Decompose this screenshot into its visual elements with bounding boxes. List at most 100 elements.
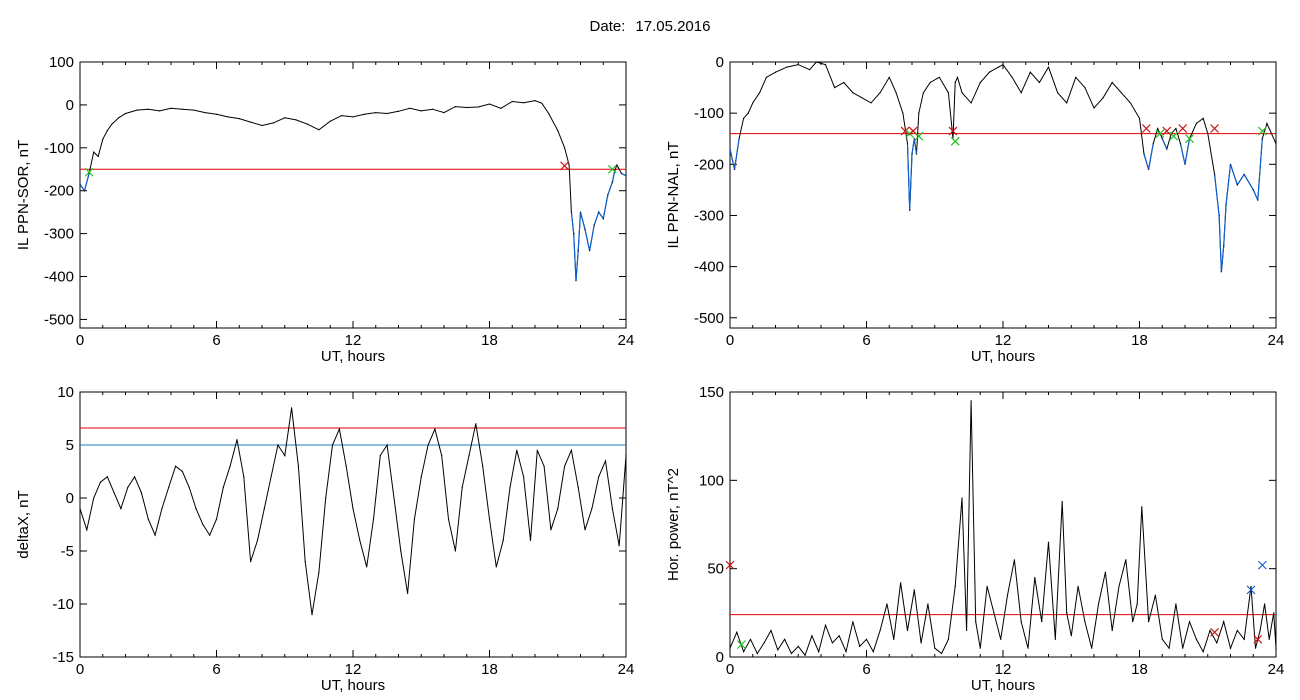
x-tick-label: 12: [345, 332, 362, 349]
data-point: [879, 92, 881, 94]
data-point: [852, 92, 854, 94]
y-tick-label: 0: [716, 649, 724, 666]
data-point: [250, 121, 252, 123]
data-point: [859, 645, 861, 648]
data-point: [243, 476, 245, 478]
data-point: [306, 123, 309, 125]
data-point: [1229, 163, 1232, 165]
data-point: [954, 585, 956, 587]
data-point: [352, 116, 354, 118]
data-point: [413, 518, 416, 520]
data-point: [1136, 603, 1138, 605]
data-point: [482, 465, 484, 467]
data-point: [202, 523, 204, 526]
data-point: [1143, 153, 1145, 155]
data-point: [736, 631, 738, 633]
data-point: [386, 112, 388, 115]
data-point: [536, 449, 538, 451]
data-point: [838, 635, 840, 637]
data-point: [575, 280, 577, 282]
data-point: [1006, 594, 1009, 596]
data-point: [523, 102, 525, 104]
data-point: [118, 117, 120, 119]
data-point: [400, 550, 402, 552]
data-point: [1195, 122, 1197, 124]
data-point: [729, 647, 731, 649]
x-axis-label: UT, hours: [321, 677, 385, 694]
data-point: [911, 153, 913, 155]
data-point: [1179, 143, 1182, 145]
data-point: [1141, 506, 1143, 508]
marker-stroke: [914, 131, 924, 141]
data-point: [620, 172, 623, 175]
data-point: [929, 81, 931, 84]
data-point: [318, 571, 320, 573]
data-point: [1275, 647, 1277, 649]
data-point: [1041, 621, 1043, 623]
data-point: [136, 109, 138, 111]
data-point: [1223, 621, 1225, 623]
data-point: [341, 115, 343, 117]
data-point: [1111, 629, 1113, 632]
data-point: [318, 129, 320, 131]
data-point: [790, 652, 793, 655]
data-point: [577, 486, 579, 488]
marker-stroke: [1210, 627, 1219, 637]
y-tick-label: -10: [52, 596, 74, 613]
data-point: [304, 561, 306, 563]
data-point: [602, 217, 604, 220]
data-point: [888, 76, 890, 78]
data-point: [1243, 638, 1245, 640]
date-value: 17.05.2016: [635, 18, 711, 35]
x-axis-label: UT, hours: [971, 348, 1035, 365]
figure-title: Date: 17.05.2016: [0, 18, 1300, 35]
data-point: [865, 638, 868, 640]
data-point: [593, 224, 595, 226]
data-point: [468, 455, 470, 457]
data-point: [843, 81, 845, 84]
x-axis-label: UT, hours: [321, 348, 385, 365]
data-point: [815, 61, 818, 63]
data-point: [106, 476, 108, 478]
data-point: [758, 92, 761, 94]
data-point: [1002, 63, 1004, 66]
data-point: [979, 81, 981, 84]
data-point: [784, 638, 786, 640]
data-point: [797, 645, 799, 648]
x-axis-label: UT, hours: [971, 677, 1035, 694]
data-point: [407, 592, 409, 595]
data-line: [729, 61, 1277, 272]
marker-stroke: [1257, 560, 1267, 570]
data-point: [154, 534, 156, 536]
data-point: [956, 76, 959, 78]
x-tick-label: 6: [212, 661, 220, 678]
data-point: [1020, 92, 1022, 94]
data-point: [86, 529, 88, 531]
data-point: [181, 470, 183, 473]
data-point: [1261, 138, 1263, 140]
data-point: [1236, 629, 1238, 632]
marker-stroke: [725, 560, 735, 570]
data-point: [1000, 638, 1002, 640]
data-point: [329, 120, 331, 122]
data-point: [1259, 629, 1261, 632]
data-point: [934, 647, 936, 649]
data-point: [573, 233, 575, 235]
data-point: [1102, 97, 1104, 99]
y-tick-label: 5: [66, 437, 74, 454]
data-point: [345, 465, 347, 467]
data-point: [1111, 81, 1113, 84]
data-point: [516, 449, 518, 451]
marker-stroke: [950, 136, 960, 146]
data-point: [1175, 603, 1177, 605]
data-point: [1207, 133, 1209, 135]
x-tick-label: 0: [726, 332, 734, 349]
data-point: [461, 486, 463, 488]
data-point: [1213, 173, 1216, 176]
data-point: [447, 518, 450, 520]
data-point: [922, 92, 924, 94]
data-point: [824, 624, 827, 626]
data-point: [993, 612, 995, 614]
data-point: [915, 153, 918, 155]
marker-stroke: [1257, 126, 1267, 136]
